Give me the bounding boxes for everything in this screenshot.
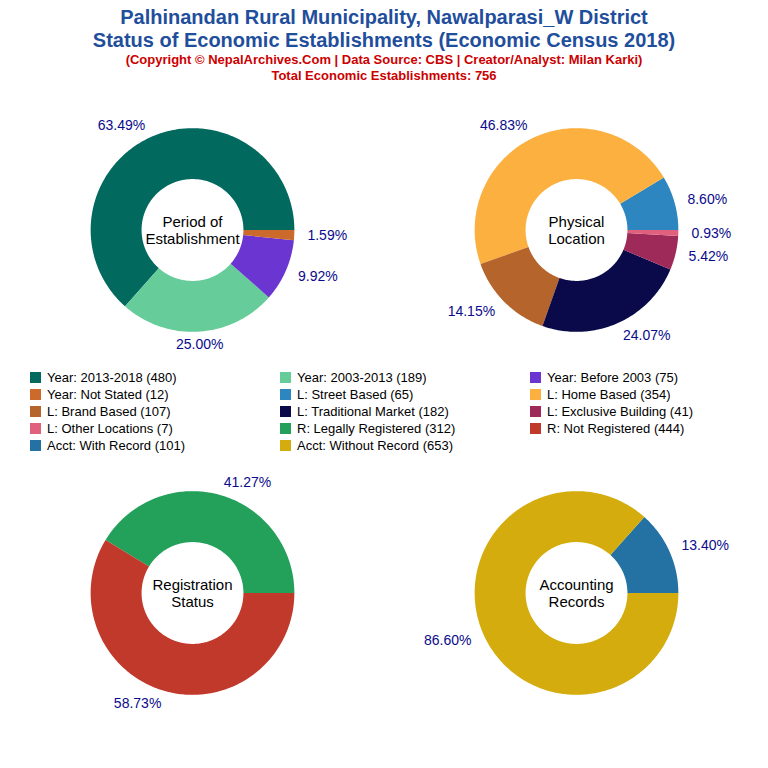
svg-text:5.42%: 5.42% bbox=[689, 248, 729, 264]
html-text:Total Economic Establishments:: Total Economic Establishments: 756 bbox=[271, 68, 497, 83]
svg-text:PhysicalLocation: PhysicalLocation bbox=[548, 213, 605, 247]
html-text:Year: Not Stated (12): Year: Not Stated (12) bbox=[47, 386, 169, 402]
svg-text:9.92%: 9.92% bbox=[298, 268, 338, 284]
html-text:Acct: Without Record (653): Acct: Without Record (653) bbox=[297, 437, 454, 453]
svg-text:46.83%: 46.83% bbox=[480, 117, 527, 133]
svg-text:0.93%: 0.93% bbox=[692, 225, 732, 241]
svg-text:AccountingRecords: AccountingRecords bbox=[539, 576, 613, 610]
svg-text:25.00%: 25.00% bbox=[176, 336, 223, 352]
svg-text:8.60%: 8.60% bbox=[687, 191, 727, 207]
html-text:Year: Before 2003 (75): Year: Before 2003 (75) bbox=[547, 369, 679, 385]
svg-text:RegistrationStatus: RegistrationStatus bbox=[152, 576, 232, 610]
html-text:R: Legally Registered (312): R: Legally Registered (312) bbox=[297, 420, 456, 436]
html-text:L: Exclusive Building (41): L: Exclusive Building (41) bbox=[547, 403, 693, 419]
svg-text:41.27%: 41.27% bbox=[224, 474, 271, 490]
svg-text:58.73%: 58.73% bbox=[114, 695, 161, 711]
svg-text:14.15%: 14.15% bbox=[448, 303, 495, 319]
svg-text:Period ofEstablishment: Period ofEstablishment bbox=[145, 213, 240, 247]
svg-text:1.59%: 1.59% bbox=[307, 227, 347, 243]
html-text:L: Brand Based (107): L: Brand Based (107) bbox=[47, 403, 171, 419]
svg-text:13.40%: 13.40% bbox=[682, 537, 729, 553]
html-text:R: Not Registered (444): R: Not Registered (444) bbox=[547, 420, 685, 436]
svg-text:63.49%: 63.49% bbox=[98, 117, 145, 133]
html-text:L: Home Based (354): L: Home Based (354) bbox=[547, 386, 671, 402]
html-text:L: Street Based (65): L: Street Based (65) bbox=[297, 386, 414, 402]
html-text:Year: 2003-2013 (189): Year: 2003-2013 (189) bbox=[297, 369, 427, 385]
html-text:Status of Economic Establishme: Status of Economic Establishments (Econo… bbox=[92, 29, 676, 51]
html-text:L: Other Locations (7): L: Other Locations (7) bbox=[47, 420, 173, 436]
html-text:L: Traditional Market (182): L: Traditional Market (182) bbox=[297, 403, 449, 419]
html-text:(Copyright © NepalArchives.Com: (Copyright © NepalArchives.Com | Data So… bbox=[125, 52, 643, 67]
html-text:Palhinandan Rural Municipality: Palhinandan Rural Municipality, Nawalpar… bbox=[120, 6, 648, 28]
html-text:Acct: With Record (101): Acct: With Record (101) bbox=[47, 437, 185, 453]
svg-text:86.60%: 86.60% bbox=[424, 632, 471, 648]
html-text:Year: 2013-2018 (480): Year: 2013-2018 (480) bbox=[47, 369, 177, 385]
svg-text:24.07%: 24.07% bbox=[623, 327, 670, 343]
